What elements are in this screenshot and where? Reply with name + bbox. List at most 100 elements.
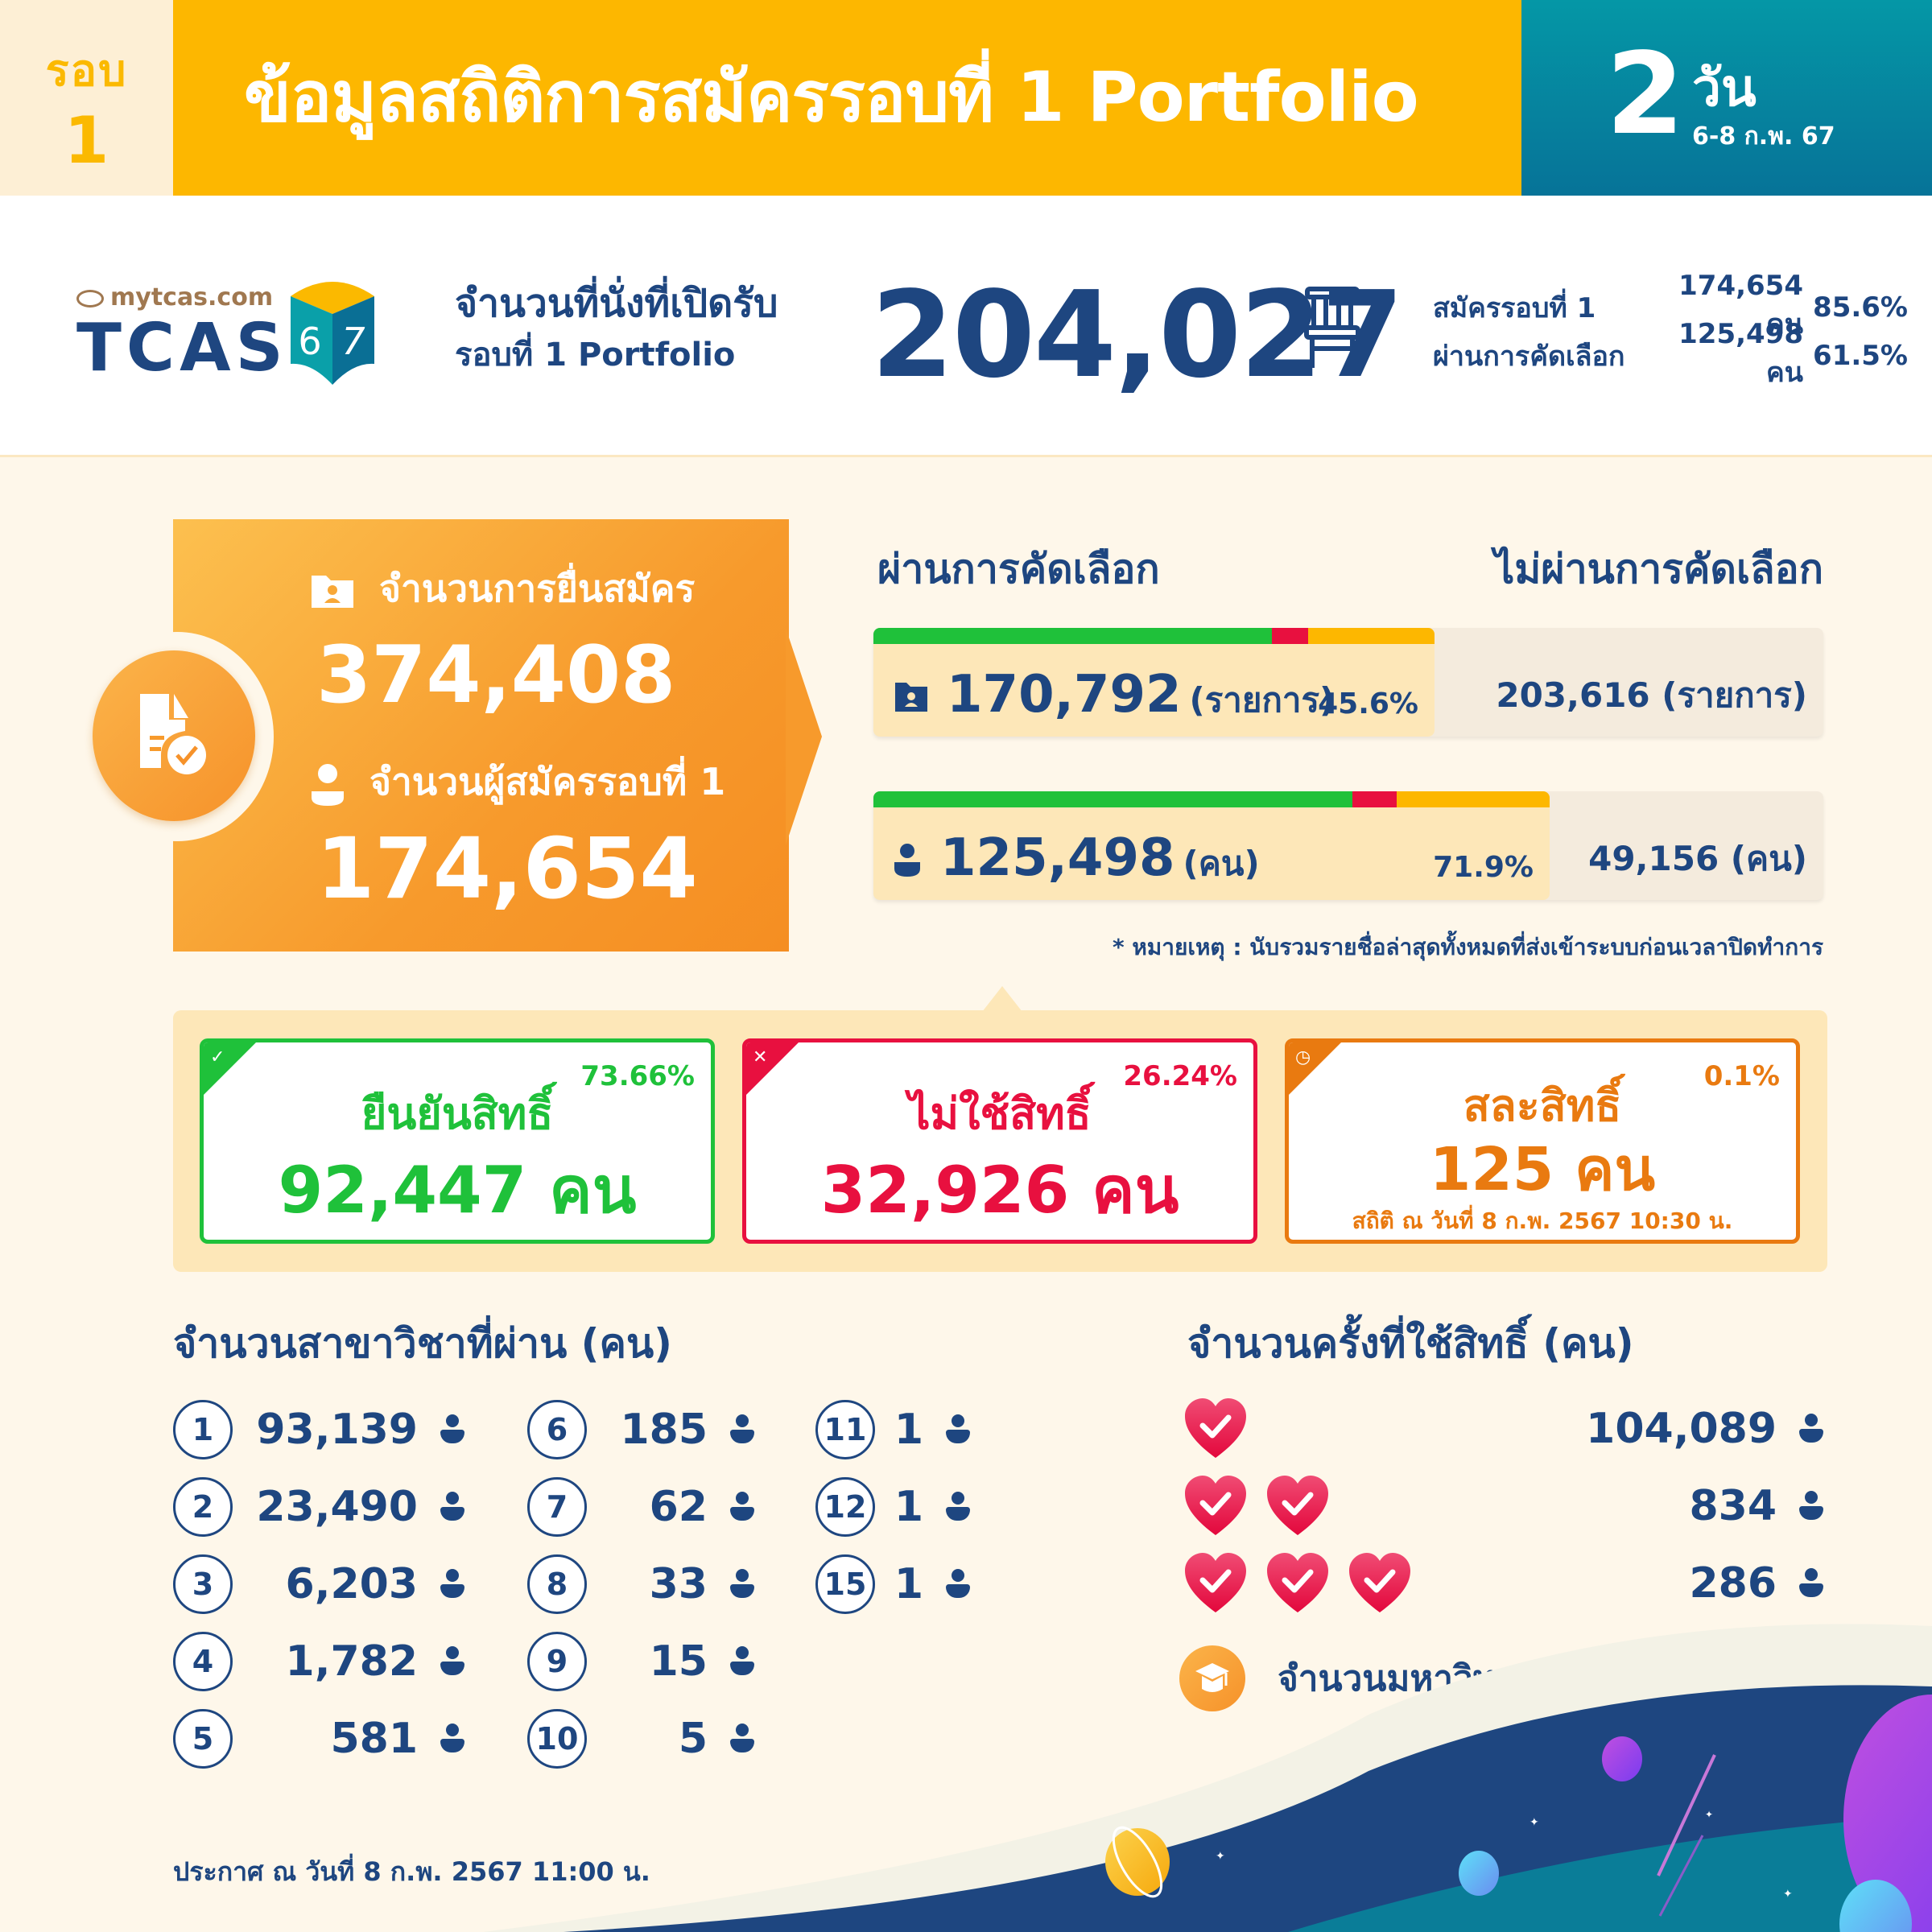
graduation-cap-icon <box>1179 1645 1245 1711</box>
hearts-group <box>1183 1551 1689 1616</box>
major-count-badge: 9 <box>527 1632 587 1691</box>
svg-text:✦: ✦ <box>1783 1888 1793 1901</box>
rights-heading: จำนวนครั้งที่ใช้สิทธิ์ (คน) <box>1187 1320 1634 1367</box>
days-unit: วัน <box>1692 59 1757 118</box>
person-icon <box>946 1414 970 1445</box>
days-number: 2 <box>1606 29 1685 160</box>
folder-user-icon <box>312 575 353 608</box>
major-count-badge: 6 <box>527 1400 587 1459</box>
major-count-value: 15 <box>649 1637 708 1686</box>
person-icon <box>440 1414 464 1445</box>
person-icon <box>946 1492 970 1522</box>
waived-segment <box>1308 628 1435 644</box>
declined-percent: 26.24% <box>1123 1060 1237 1092</box>
major-count-value: 1 <box>894 1406 923 1454</box>
major-count-item: 6 185 <box>527 1399 754 1460</box>
submissions-label: จำนวนการยื่นสมัคร <box>310 559 695 618</box>
rights-row: 286 <box>1183 1551 1823 1616</box>
planet-icon <box>1105 1828 1170 1896</box>
pass-value: 170,792 (รายการ) <box>894 665 1335 727</box>
major-count-item: 2 23,490 <box>173 1476 464 1538</box>
pass-value: 125,498 (คน) <box>894 828 1260 890</box>
round-number: 1 <box>64 103 109 178</box>
card-arrow <box>786 628 822 845</box>
waived-card: ◷ 0.1% สละสิทธิ์ 125 คน สถิติ ณ วันที่ 8… <box>1285 1038 1800 1244</box>
duration-badge: 2 วัน 6-8 ก.พ. 67 <box>1521 0 1932 196</box>
person-icon <box>1799 1491 1823 1521</box>
user-icon <box>894 844 920 877</box>
check-icon: ✓ <box>210 1047 225 1067</box>
pass-percent: 71.9% <box>1433 851 1534 884</box>
major-count-item: 15 1 <box>815 1554 970 1615</box>
applicants-pass-bar: 125,498 (คน) 71.9% 49,156 (คน) <box>873 791 1823 900</box>
seat-stat-row: สมัครรอบที่ 1 174,654 คน 85.6% <box>1433 270 1908 341</box>
svg-text:✦: ✦ <box>1705 1809 1713 1820</box>
major-count-value: 1 <box>894 1483 923 1531</box>
pass-percent: 45.6% <box>1318 687 1418 720</box>
person-icon <box>730 1414 754 1445</box>
space-illustration: ✦ ✦ ✦ ✦ <box>483 1624 1932 1932</box>
rights-value: 104,089 <box>1586 1405 1777 1453</box>
hearts-group <box>1183 1474 1689 1538</box>
major-count-item: 11 1 <box>815 1399 970 1460</box>
seat-stats-table: สมัครรอบที่ 1 174,654 คน 85.6% ผ่านการคั… <box>1433 270 1908 389</box>
major-count-item: 9 15 <box>527 1631 754 1692</box>
timer-icon: ◷ <box>1295 1047 1311 1067</box>
planet-icon <box>1839 1880 1912 1932</box>
waived-note: สถิติ ณ วันที่ 8 ก.พ. 2567 10:30 น. <box>1352 1208 1733 1234</box>
person-icon <box>1799 1414 1823 1444</box>
chair-icon <box>1304 287 1360 368</box>
waived-value: 125 คน <box>1429 1135 1656 1204</box>
major-count-badge: 3 <box>173 1554 233 1614</box>
footnote: * หมายเหตุ : นับรวมรายชื่อล่าสุดทั้งหมดท… <box>1112 934 1823 960</box>
waived-segment <box>1397 791 1550 807</box>
heart-check-icon <box>1185 1398 1246 1458</box>
major-count-item: 8 33 <box>527 1554 754 1615</box>
major-count-value: 1 <box>894 1560 923 1608</box>
fail-value: 203,616 (รายการ) <box>1496 675 1807 715</box>
confirmed-card: ✓ 73.66% ยืนยันสิทธิ์ 92,447 คน <box>200 1038 715 1244</box>
major-count-badge: 15 <box>815 1554 875 1614</box>
major-count-value: 33 <box>649 1560 708 1608</box>
major-count-item: 7 62 <box>527 1476 754 1538</box>
date-range: 6-8 ก.พ. 67 <box>1692 122 1835 151</box>
svg-text:✦: ✦ <box>1530 1816 1539 1829</box>
heart-check-icon <box>1185 1553 1246 1612</box>
user-icon <box>312 763 344 806</box>
major-count-item: 3 6,203 <box>173 1554 464 1615</box>
seat-stat-row: ผ่านการคัดเลือก 125,498 คน 61.5% <box>1433 318 1908 389</box>
major-count-badge: 7 <box>527 1477 587 1537</box>
rights-value: 286 <box>1689 1559 1777 1608</box>
planet-icon <box>1843 1695 1932 1932</box>
svg-text:6: 6 <box>298 320 321 363</box>
rights-value: 834 <box>1689 1482 1777 1530</box>
major-count-badge: 10 <box>527 1709 587 1769</box>
person-icon <box>730 1646 754 1677</box>
confirmed-value: 92,447 คน <box>278 1153 637 1228</box>
document-check-badge <box>93 650 255 821</box>
person-icon <box>946 1569 970 1600</box>
person-icon <box>730 1724 754 1754</box>
major-count-value: 6,203 <box>285 1560 418 1608</box>
declined-card: ✕ 26.24% ไม่ใช้สิทธิ์ 32,926 คน <box>742 1038 1257 1244</box>
fail-value: 49,156 (คน) <box>1588 839 1807 878</box>
major-count-value: 185 <box>620 1406 708 1454</box>
planet-icon <box>1602 1736 1642 1781</box>
person-icon <box>440 1569 464 1600</box>
person-icon <box>730 1569 754 1600</box>
round-label: รอบ <box>45 45 128 96</box>
announcement-date: ประกาศ ณ วันที่ 8 ก.พ. 2567 11:00 น. <box>173 1856 650 1887</box>
fail-heading: ไม่ผ่านการคัดเลือก <box>1494 546 1823 592</box>
folder-user-icon <box>895 683 927 712</box>
status-stack-bar <box>873 628 1435 644</box>
person-icon <box>440 1724 464 1754</box>
major-count-item: 10 5 <box>527 1708 754 1769</box>
seats-label: จำนวนที่นั่งที่เปิดรับ รอบที่ 1 Portfoli… <box>455 281 778 374</box>
major-count-badge: 1 <box>173 1400 233 1459</box>
applications-card <box>173 519 789 952</box>
major-count-item: 5 581 <box>173 1708 464 1769</box>
confirmed-percent: 73.66% <box>580 1060 695 1092</box>
tcas-logo: mytcas.com TCAS 6 7 <box>76 274 382 386</box>
applicants-label: จำนวนผู้สมัครรอบที่ 1 <box>310 753 725 811</box>
major-count-badge: 4 <box>173 1632 233 1691</box>
